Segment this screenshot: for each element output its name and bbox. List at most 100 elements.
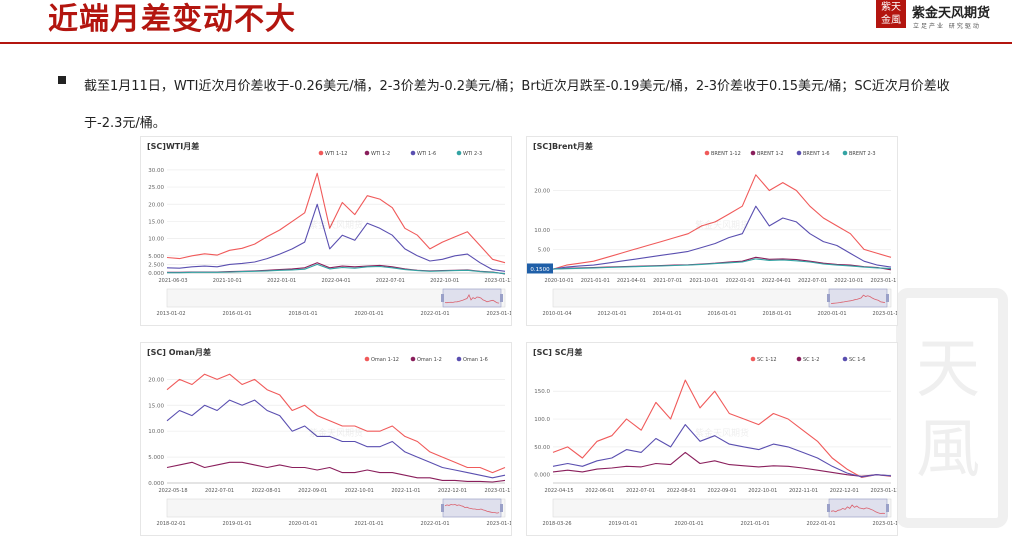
- x-tick-label: 2022-09-01: [707, 488, 736, 494]
- value-flag: [527, 263, 553, 274]
- chart-panel-sc: [SC] SC月差 0.000 50.00 100.0 150.0 2022-04-15…: [526, 342, 898, 536]
- navigator-line: [830, 504, 886, 514]
- series-line: [552, 205, 892, 270]
- x-tick-label: 2022-07-01: [798, 278, 827, 284]
- series-line: [167, 263, 506, 275]
- x-tick-label: 2022-11-01: [391, 488, 420, 494]
- background-seal-glyph-icon: 天風: [916, 333, 980, 487]
- x-tick-label: 2022-10-01: [430, 278, 459, 284]
- navigator-tick-label: 2019-01-01: [608, 521, 637, 527]
- navigator-window: [828, 288, 888, 308]
- navigator-tick-label: 2019-01-01: [222, 521, 251, 527]
- navigator-line: [830, 294, 886, 304]
- series-line: [552, 258, 892, 270]
- y-tick-label: 15.00: [148, 219, 164, 225]
- navigator-tick-label: 2023-01-12: [872, 521, 897, 527]
- legend-label: WTI 2-3: [463, 151, 482, 157]
- legend-label: WTI 1-6: [417, 151, 436, 157]
- navigator-track: [552, 288, 892, 308]
- navigator-handle-left[interactable]: [441, 294, 444, 302]
- summary-text: 截至1月11日，WTI近次月价差收于-0.26美元/桶，2-3价差为-0.2美元…: [84, 79, 950, 131]
- series-line: [552, 424, 892, 478]
- watermark-text: 紫金天风期货: [309, 219, 363, 231]
- navigator-tick-label: 2020-01-01: [674, 521, 703, 527]
- y-tick-label: 5.000: [148, 254, 164, 260]
- chart-title: [SC] SC月差: [533, 348, 583, 357]
- navigator-handle-left[interactable]: [441, 504, 444, 512]
- chart-svg: 0.000 2.500 5.000 10.00 15.00 20.00 25.00 30.00…: [148, 150, 511, 317]
- x-tick-label: 2022-12-01: [830, 488, 859, 494]
- legend-marker: [842, 150, 848, 156]
- series-line: [166, 373, 506, 474]
- legend-label: SC 1-12: [757, 357, 777, 363]
- background-seal-icon: [896, 288, 1008, 528]
- navigator-handle-right[interactable]: [500, 294, 503, 302]
- x-tick-label: 2022-04-01: [321, 278, 350, 284]
- legend-marker: [796, 150, 802, 156]
- legend-label: BRENT 2-3: [849, 151, 876, 157]
- navigator-tick-label: 2023-01-12: [486, 311, 511, 317]
- legend-label: BRENT 1-2: [757, 151, 784, 157]
- navigator-handle-left[interactable]: [827, 294, 830, 302]
- navigator-tick-label: 2022-01-01: [420, 521, 449, 527]
- legend-marker: [796, 356, 802, 362]
- navigator-line: [444, 504, 500, 514]
- navigator-tick-label: 2023-01-11: [486, 521, 511, 527]
- series-line: [166, 203, 506, 272]
- chart-title: [SC]WTI月差: [147, 142, 200, 151]
- x-tick-label: 2022-07-01: [376, 278, 405, 284]
- navigator-handle-right[interactable]: [500, 504, 503, 512]
- legend-label: BRENT 1-6: [803, 151, 830, 157]
- navigator-tick-label: 2014-01-01: [652, 311, 681, 317]
- page-title: 近端月差变动不大: [48, 2, 296, 37]
- legend-marker: [410, 150, 416, 156]
- watermark-text: 紫金天风期货: [695, 219, 749, 231]
- x-tick-label: 2021-10-01: [689, 278, 718, 284]
- x-tick-label: 2022-10-01: [748, 488, 777, 494]
- watermark-text: 紫金天风期货: [309, 427, 363, 439]
- series-line: [166, 399, 506, 479]
- chart-svg: 0.005.0010.0020.002020-10-012021-01-0120…: [527, 150, 897, 317]
- y-tick-label: 0.000: [148, 271, 164, 277]
- navigator-track: [166, 498, 506, 518]
- navigator-handle-left[interactable]: [827, 504, 830, 512]
- y-tick-label: 10.00: [148, 429, 164, 435]
- chart-title: [SC] Oman月差: [147, 348, 211, 357]
- chart-title: [SC]Brent月差: [533, 142, 593, 151]
- x-tick-label: 2022-07-01: [205, 488, 234, 494]
- legend-label: WTI 1-2: [371, 151, 390, 157]
- brand-logo: 紫天金風: [876, 0, 906, 28]
- value-flag-label: 0.1500: [530, 267, 550, 273]
- y-tick-label: 50.00: [534, 445, 550, 451]
- y-tick-label: 15.00: [148, 403, 164, 409]
- navigator-window: [828, 498, 888, 518]
- chart-panel-brent: [SC]Brent月差 0.005.0010.0020.002020-10-01…: [526, 136, 898, 326]
- navigator-window: [442, 288, 502, 308]
- y-tick-label: 2.500: [148, 262, 164, 268]
- legend-label: WTI 1-12: [325, 151, 347, 157]
- x-tick-label: 2022-11-01: [789, 488, 818, 494]
- y-tick-label: 5.000: [148, 455, 164, 461]
- chart-svg: 0.000 5.000 10.00 15.00 20.00 2022-05-18 2022-…: [148, 356, 511, 527]
- navigator-tick-label: 2013-01-02: [156, 311, 185, 317]
- y-tick-label: 30.00: [148, 168, 164, 174]
- navigator-track: [552, 498, 892, 518]
- chart-svg: 0.000 50.00 100.0 150.0 2022-04-15 2022-06-01…: [534, 356, 897, 527]
- legend-marker: [456, 356, 462, 362]
- navigator-handle-right[interactable]: [886, 294, 889, 302]
- x-tick-label: 2022-08-01: [252, 488, 281, 494]
- navigator-track: [166, 288, 506, 308]
- navigator-handle-right[interactable]: [886, 504, 889, 512]
- legend-marker: [842, 356, 848, 362]
- navigator-tick-label: 2021-01-01: [740, 521, 769, 527]
- navigator-tick-label: 2016-01-01: [707, 311, 736, 317]
- legend-marker: [704, 150, 710, 156]
- brand-slogan: 立足产业 研究驱动: [913, 23, 981, 30]
- x-tick-label: 2022-06-01: [585, 488, 614, 494]
- legend-marker: [750, 150, 756, 156]
- chart-panel-wti: [SC]WTI月差 0.000 2.500 5.000 10.00 15.00 20.00…: [140, 136, 512, 326]
- chart-panel-oman: [SC] Oman月差 0.000 5.000 10.00 15.00 20.00 202…: [140, 342, 512, 536]
- navigator-tick-label: 2018-03-26: [542, 521, 571, 527]
- x-tick-label: 2022-04-01: [762, 278, 791, 284]
- legend-marker: [364, 356, 370, 362]
